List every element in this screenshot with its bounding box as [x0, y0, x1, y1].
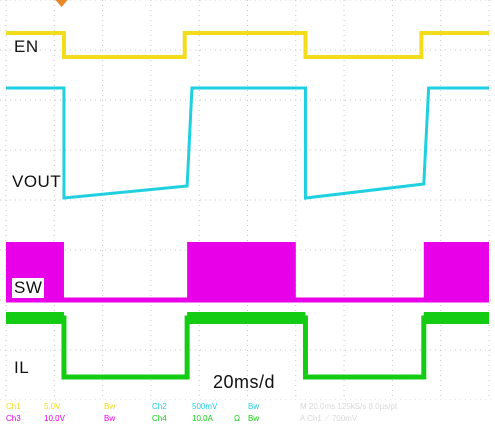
ch2-scale: 500mV: [192, 402, 218, 411]
ch4-name: Ch4: [152, 414, 167, 423]
oscilloscope-display: EN VOUT SW IL 20ms/d: [0, 0, 495, 400]
waveform-plot: [0, 0, 495, 400]
ch3-name: Ch3: [6, 414, 21, 423]
trace-il-ripple: [423, 312, 489, 324]
ch2-bw: Bw: [248, 402, 260, 411]
trace-il: [6, 315, 489, 380]
trace-il-ripple: [6, 312, 64, 324]
channel-label-sw: SW: [12, 278, 45, 298]
ch1-bw: Bw: [104, 402, 116, 411]
trace-vout: [6, 86, 489, 200]
trace-sw-burst: [187, 242, 296, 300]
ch3-scale: 10.0V: [44, 414, 65, 423]
ch3-bw: Bw: [104, 414, 116, 423]
channel-label-vout: VOUT: [12, 172, 62, 191]
trigger-marker: [55, 0, 68, 7]
trigger-readout: A Ch1 ⟋ 700mV: [300, 414, 358, 423]
timing-readout: M 20.0ms 125kS/s 8.0µs/pt: [300, 402, 398, 411]
ch4-scale: 10.0A: [192, 414, 213, 423]
trace-sw-burst: [423, 242, 489, 300]
channel-label-il: IL: [14, 358, 30, 377]
ch1-scale: 5.0V: [44, 402, 61, 411]
trace-il-ripple: [187, 312, 306, 324]
timebase-label: 20ms/d: [213, 372, 276, 392]
channel-label-en: EN: [14, 37, 39, 56]
ch4-ohm: Ω: [234, 414, 240, 423]
trace-en: [6, 31, 489, 59]
ch4-bw: Bw: [248, 414, 260, 423]
ch1-name: Ch1: [6, 402, 21, 411]
ch2-name: Ch2: [152, 402, 167, 411]
scope-readout-bar: Ch1 5.0V Bw Ch2 500mV Bw M 20.0ms 125kS/…: [0, 400, 495, 428]
